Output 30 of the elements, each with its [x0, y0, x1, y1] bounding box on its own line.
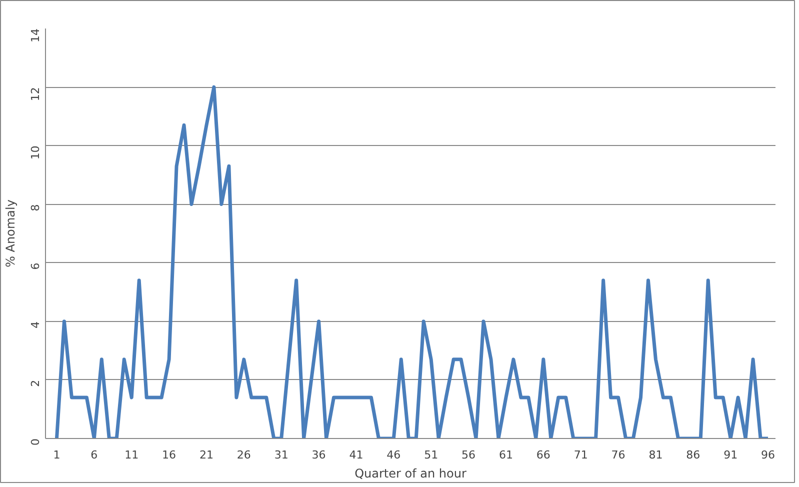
x-tick-label: 11 — [124, 448, 139, 462]
x-tick-label: 86 — [686, 448, 700, 462]
x-tick-label: 51 — [424, 448, 438, 462]
x-tick-label: 21 — [199, 448, 214, 462]
x-tick-label: 41 — [349, 448, 364, 462]
y-axis-title: % Anomaly — [4, 200, 18, 268]
x-tick-label: 61 — [498, 448, 513, 462]
x-tick-label: 16 — [162, 448, 176, 462]
y-tick-label: 8 — [29, 204, 42, 212]
x-tick-label: 56 — [462, 448, 476, 462]
x-tick-label: 26 — [236, 448, 251, 462]
x-tick-label: 96 — [761, 448, 776, 462]
y-tick-label: 14 — [29, 28, 42, 42]
x-axis-title: Quarter of an hour — [354, 466, 466, 480]
x-tick-label: 36 — [312, 448, 326, 462]
x-tick-label: 31 — [274, 448, 288, 462]
y-tick-label: 4 — [29, 321, 42, 328]
x-tick-label: 6 — [90, 448, 98, 462]
y-tick-label: 2 — [29, 380, 42, 387]
y-tick-label: 10 — [29, 146, 42, 160]
x-tick-label: 46 — [386, 448, 401, 462]
y-tick-label: 6 — [29, 262, 42, 270]
x-tick-label: 81 — [648, 448, 663, 462]
x-tick-label: 91 — [724, 448, 738, 462]
y-tick-label: 0 — [29, 438, 42, 446]
y-tick-label: 12 — [29, 87, 42, 102]
x-tick-label: 66 — [536, 448, 550, 462]
x-tick-label: 71 — [574, 448, 588, 462]
x-tick-label: 1 — [53, 448, 60, 462]
x-tick-label: 76 — [611, 448, 626, 462]
